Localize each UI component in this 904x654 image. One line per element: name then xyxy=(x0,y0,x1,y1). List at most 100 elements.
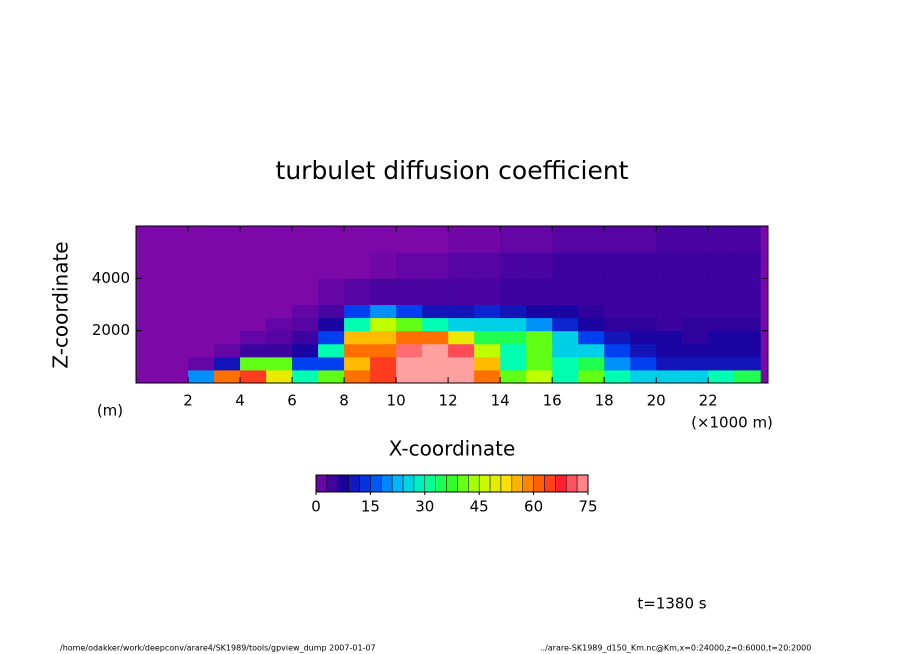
heat-cell xyxy=(370,278,397,305)
heat-cell xyxy=(656,369,683,384)
heat-cell xyxy=(578,330,605,345)
heat-cell xyxy=(682,252,709,279)
heat-cell xyxy=(708,317,735,332)
heat-cell xyxy=(422,356,449,371)
heat-cell xyxy=(500,226,527,253)
x-tick-label: 12 xyxy=(439,392,458,410)
heat-cell xyxy=(422,304,449,319)
heat-cell xyxy=(734,317,761,332)
footer-right: ../arare-SK1989_d150_Km.nc@Km,x=0:24000,… xyxy=(540,644,811,653)
heat-cell xyxy=(136,252,163,279)
colorbar-tick-label: 0 xyxy=(311,498,321,516)
heat-cell xyxy=(578,278,605,305)
heat-cell xyxy=(500,317,527,332)
heat-cell xyxy=(240,356,267,371)
colorbar-tick-label: 60 xyxy=(524,498,543,516)
heat-cell xyxy=(708,226,735,253)
heat-cell xyxy=(682,226,709,253)
heat-cell xyxy=(656,304,683,319)
heat-cell xyxy=(578,304,605,319)
footer-left: /home/odakker/work/deepconv/arare4/SK198… xyxy=(60,644,376,653)
heat-cell xyxy=(708,330,735,345)
heat-cell xyxy=(214,369,241,384)
heat-cell xyxy=(656,252,683,279)
heat-cell xyxy=(162,278,189,305)
colorbar-cell xyxy=(533,474,545,493)
heat-cell xyxy=(240,226,267,253)
heat-cell xyxy=(552,226,579,253)
heat-cell xyxy=(734,226,761,253)
heat-cell xyxy=(708,252,735,279)
heat-cell xyxy=(734,343,761,358)
heat-cell xyxy=(630,226,657,253)
colorbar-cell xyxy=(446,474,458,493)
heat-cell xyxy=(370,304,397,319)
heat-cell xyxy=(578,356,605,371)
heat-cell xyxy=(500,369,527,384)
colorbar-cell xyxy=(478,474,491,493)
heat-cell xyxy=(370,252,397,279)
heat-cell xyxy=(422,278,449,305)
heat-cell xyxy=(188,343,215,358)
heat-cell xyxy=(162,317,189,332)
heat-cell xyxy=(448,317,475,332)
colorbar-tick-label: 45 xyxy=(470,498,489,516)
heat-cell xyxy=(656,343,683,358)
heat-cell xyxy=(162,343,189,358)
heat-cell xyxy=(734,369,761,384)
heat-cell xyxy=(214,252,241,279)
heat-cell xyxy=(136,317,163,332)
heat-cell xyxy=(448,343,475,358)
heat-cell xyxy=(474,317,501,332)
heat-cell xyxy=(500,343,527,358)
heat-cell xyxy=(188,317,215,332)
colorbar-cell xyxy=(370,474,382,493)
heat-cell xyxy=(214,317,241,332)
heat-cell xyxy=(500,304,527,319)
heat-cell xyxy=(136,304,163,319)
y-tick-label: 4000 xyxy=(92,269,130,287)
heat-cell xyxy=(318,330,345,345)
heat-cell xyxy=(344,226,371,253)
heat-cell xyxy=(630,304,657,319)
heat-cell xyxy=(318,369,345,384)
heat-cell xyxy=(396,356,423,371)
heat-cell xyxy=(292,278,319,305)
heat-cell xyxy=(630,330,657,345)
heat-cell xyxy=(292,317,319,332)
heat-cell xyxy=(474,330,501,345)
x-tick-label: 18 xyxy=(595,392,614,410)
heat-cell xyxy=(188,304,215,319)
heat-cell xyxy=(734,356,761,371)
heat-cell xyxy=(240,304,267,319)
colorbar-cell xyxy=(457,474,469,493)
heat-cell xyxy=(292,252,319,279)
heat-cell xyxy=(344,369,371,384)
heat-cell xyxy=(526,356,553,371)
heat-cell xyxy=(370,356,397,371)
heat-cell xyxy=(474,356,501,371)
heat-cell xyxy=(318,278,345,305)
heat-cell xyxy=(526,369,553,384)
heat-cell xyxy=(214,226,241,253)
chart-title: turbulet diffusion coefficient xyxy=(276,156,629,185)
heat-cell xyxy=(318,252,345,279)
heat-cell xyxy=(396,343,423,358)
heat-cell xyxy=(214,343,241,358)
heat-cell xyxy=(370,226,397,253)
heat-cell xyxy=(136,330,163,345)
heat-cell xyxy=(708,343,735,358)
colorbar-cell xyxy=(489,474,502,493)
heat-cell xyxy=(344,356,371,371)
heat-cell xyxy=(682,278,709,305)
heat-cell xyxy=(266,343,293,358)
heat-cell xyxy=(344,343,371,358)
colorbar-cell xyxy=(315,474,328,493)
heat-cell xyxy=(500,356,527,371)
heat-cell xyxy=(370,330,397,345)
heat-cell xyxy=(136,278,163,305)
colorbar-cell xyxy=(511,474,523,493)
heat-cell xyxy=(734,330,761,345)
heat-cell xyxy=(370,369,397,384)
